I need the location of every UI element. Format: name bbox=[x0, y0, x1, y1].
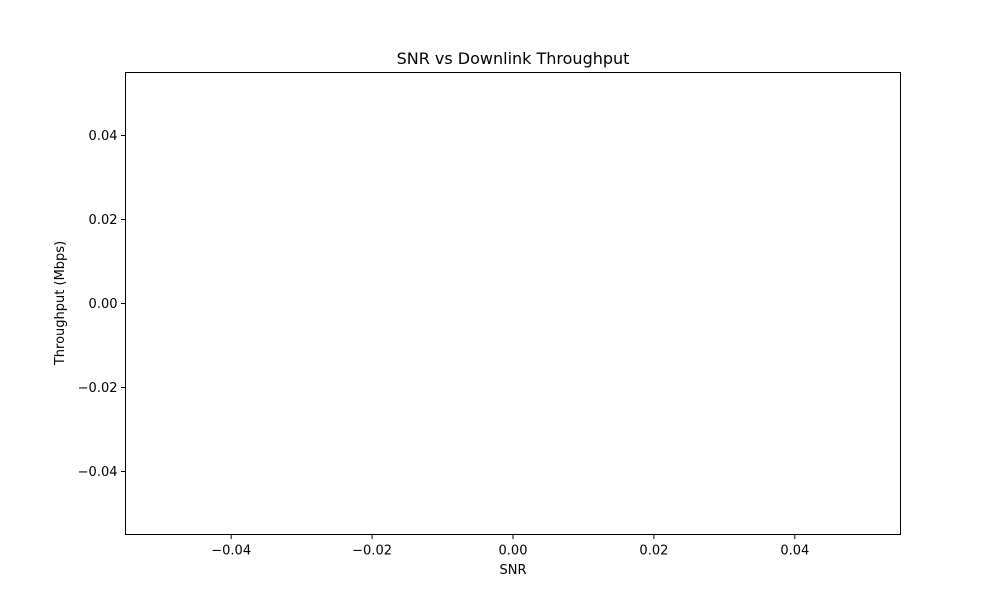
y-tick-label: 0.00 bbox=[89, 297, 118, 312]
y-tick-label: −0.02 bbox=[78, 381, 118, 396]
x-axis-label: SNR bbox=[499, 563, 526, 578]
y-axis: −0.04 −0.02 0.00 0.02 0.04 bbox=[78, 129, 126, 480]
x-tick-label: −0.04 bbox=[211, 544, 251, 559]
x-tick-label: 0.04 bbox=[780, 544, 809, 559]
x-tick-label: 0.02 bbox=[639, 544, 668, 559]
y-tick-label: 0.04 bbox=[89, 129, 118, 144]
chart-title: SNR vs Downlink Throughput bbox=[397, 49, 630, 68]
x-axis: −0.04 −0.02 0.00 0.02 0.04 bbox=[211, 534, 809, 559]
y-tick-label: 0.02 bbox=[89, 213, 118, 228]
x-tick-label: −0.02 bbox=[352, 544, 392, 559]
y-axis-label: Throughput (Mbps) bbox=[53, 241, 68, 366]
y-tick-label: −0.04 bbox=[78, 465, 118, 480]
x-tick-label: 0.00 bbox=[499, 544, 528, 559]
